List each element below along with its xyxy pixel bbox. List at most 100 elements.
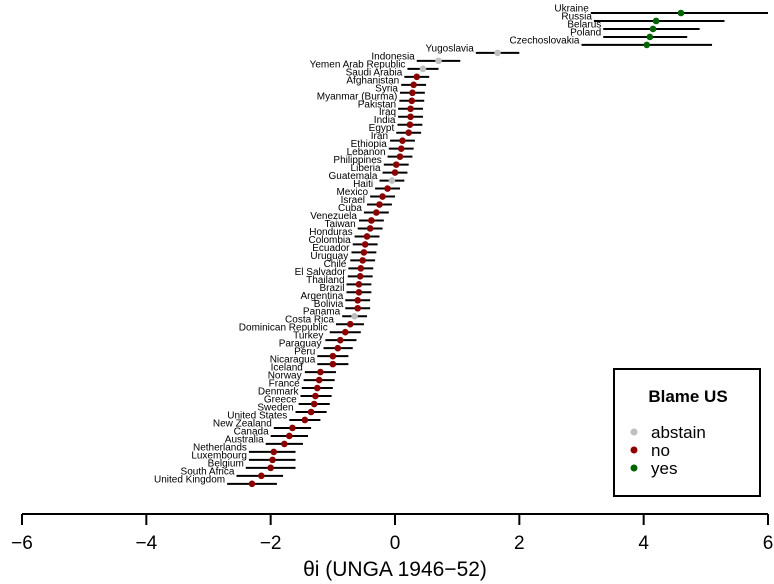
country-label: Paraguay — [279, 339, 322, 350]
country-label: Haiti — [353, 179, 373, 190]
country-row: Netherlands — [193, 442, 296, 456]
country-row: Myanmar (Burma) — [317, 91, 425, 105]
country-label: Mexico — [336, 187, 368, 198]
country-label: India — [374, 115, 396, 126]
country-label: Luxembourg — [191, 450, 247, 461]
estimate-point — [289, 424, 296, 432]
country-row: Belgium — [208, 458, 296, 472]
legend-label: abstain — [651, 423, 706, 442]
x-tick-label: −6 — [11, 533, 33, 554]
chart-marks: UkraineRussiaBelarusPolandCzechoslovakia… — [154, 4, 768, 488]
country-row: Costa Rica — [285, 315, 364, 328]
country-label: Iraq — [379, 107, 396, 118]
x-tick-label: 2 — [514, 533, 525, 554]
country-label: Lebanon — [347, 147, 386, 158]
country-row: Belarus — [567, 19, 700, 33]
country-label: United Kingdom — [154, 474, 225, 485]
country-label: Uruguay — [310, 251, 348, 262]
estimate-point — [346, 320, 354, 328]
legend-swatch — [630, 446, 638, 454]
country-row: Cuba — [338, 203, 389, 216]
country-row: Iran — [371, 131, 415, 144]
country-row: Russia — [561, 11, 725, 25]
estimate-point — [354, 296, 362, 304]
country-label: Dominican Republic — [239, 323, 328, 334]
country-row: Nicaragua — [270, 355, 349, 368]
country-row: Brazil — [319, 283, 372, 296]
country-row: United Kingdom — [154, 474, 277, 488]
country-label: Costa Rica — [285, 315, 334, 326]
country-row: Afghanistan — [346, 75, 427, 89]
country-label: Afghanistan — [346, 75, 399, 86]
country-row: Chile — [324, 259, 374, 272]
estimate-point — [373, 209, 380, 216]
estimate-point — [388, 177, 396, 184]
country-label: Norway — [268, 371, 302, 382]
estimate-point — [310, 400, 318, 408]
country-row: Bolivia — [314, 299, 371, 312]
country-row: Paraguay — [279, 339, 353, 352]
estimate-point — [312, 392, 319, 400]
country-label: Greece — [264, 395, 297, 406]
x-tick-label: 6 — [763, 533, 774, 554]
country-row: Yugoslavia — [425, 43, 520, 57]
country-label: Philippines — [333, 155, 381, 166]
country-label: Yugoslavia — [425, 43, 474, 54]
x-tick-label: −4 — [135, 533, 157, 554]
country-row: Haiti — [353, 179, 400, 192]
country-label: Brazil — [319, 283, 344, 294]
estimate-point — [359, 257, 366, 264]
country-label: Venezuela — [310, 211, 357, 222]
country-label: Sweden — [257, 403, 293, 414]
estimate-point — [646, 33, 654, 41]
country-label: Israel — [341, 195, 365, 206]
estimate-point — [405, 129, 412, 136]
country-row: Australia — [225, 434, 303, 448]
country-row: Turkey — [293, 331, 357, 344]
estimate-point — [406, 121, 414, 129]
country-row: Egypt — [369, 123, 422, 136]
country-label: Poland — [570, 27, 601, 38]
country-row: Uruguay — [310, 251, 376, 264]
country-row: Luxembourg — [191, 450, 296, 464]
estimate-point — [281, 440, 288, 448]
legend-box — [613, 368, 761, 497]
x-tick-label: 0 — [390, 533, 401, 554]
estimate-point — [336, 336, 344, 344]
x-tick-label: 4 — [638, 533, 649, 554]
country-row: Honduras — [309, 227, 380, 240]
estimate-point — [408, 97, 416, 105]
estimate-point — [677, 9, 685, 17]
country-label: Syria — [375, 83, 398, 94]
country-row: Peru — [294, 347, 349, 360]
country-row: France — [269, 379, 333, 392]
country-row: Syria — [375, 83, 425, 97]
country-label: Russia — [561, 11, 592, 22]
estimate-point — [384, 185, 391, 192]
estimate-point — [357, 265, 365, 272]
legend-swatch — [630, 464, 638, 472]
country-row: New Zealand — [213, 418, 312, 432]
country-row: Indonesia — [371, 51, 461, 65]
estimate-point — [391, 169, 399, 176]
country-label: Australia — [225, 434, 264, 445]
country-label: Myanmar (Burma) — [317, 91, 398, 102]
estimate-point — [652, 17, 660, 25]
estimate-point — [396, 153, 404, 160]
estimate-point — [329, 360, 337, 368]
estimate-point — [307, 408, 315, 416]
country-row: South Africa — [181, 466, 284, 480]
country-row: Norway — [268, 371, 335, 384]
estimate-point — [368, 217, 375, 224]
country-row: El Salvador — [295, 267, 373, 280]
country-row: Philippines — [333, 155, 409, 168]
estimate-point — [356, 273, 364, 280]
legend-swatch — [630, 428, 638, 436]
country-label: Ecuador — [312, 243, 350, 254]
legend-label: yes — [651, 459, 677, 478]
estimate-point — [361, 241, 369, 248]
country-label: Liberia — [351, 163, 381, 174]
estimate-point — [363, 233, 371, 240]
country-label: South Africa — [181, 466, 235, 477]
